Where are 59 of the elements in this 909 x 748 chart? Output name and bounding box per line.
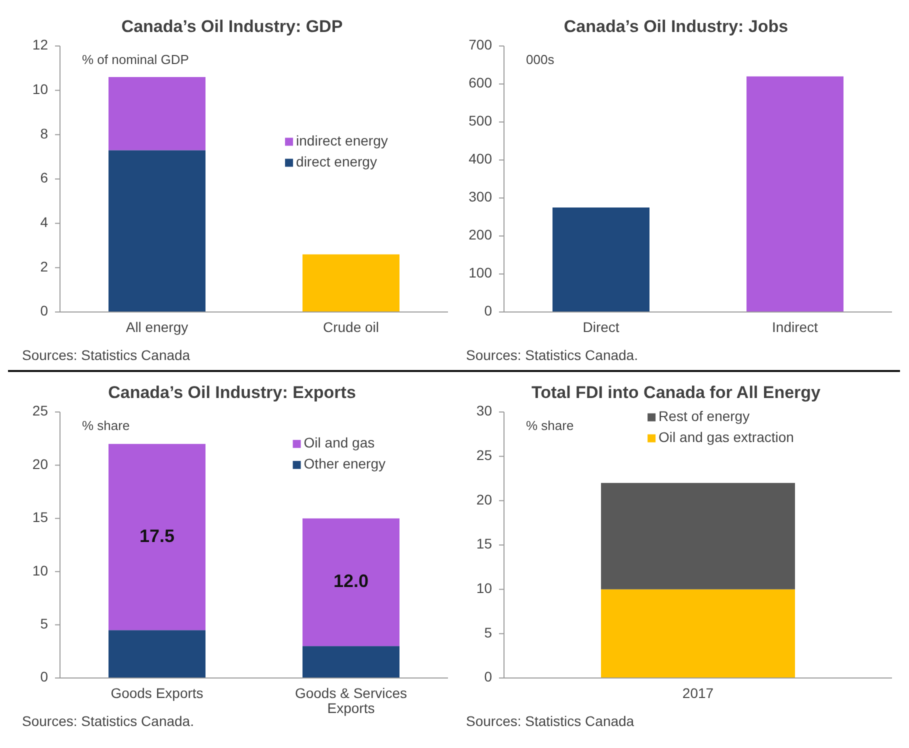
legend-label: Oil and gas extraction: [658, 429, 794, 446]
data-label: 17.5: [139, 526, 175, 546]
y-tick-label: 700: [468, 36, 492, 53]
data-label: 12.0: [333, 570, 369, 591]
y-tick-label: 25: [476, 447, 492, 464]
bar: [108, 630, 206, 678]
bar: [302, 518, 400, 646]
y-tick-label: 25: [32, 402, 48, 419]
source-note: Sources: Statistics Canada.: [22, 713, 194, 729]
source-note: Sources: Statistics Canada: [466, 713, 634, 729]
y-tick-label: 15: [32, 509, 48, 526]
legend-label: indirect energy: [296, 132, 388, 148]
y-tick-label: 10: [32, 81, 48, 98]
y-tick-label: 10: [32, 562, 48, 578]
y-tick-label: 5: [40, 616, 48, 632]
y-tick-label: 600: [468, 74, 492, 91]
y-tick-label: 500: [468, 112, 492, 129]
chart-title: Canada’s Oil Industry: Exports: [108, 383, 356, 402]
y-tick-label: 2: [40, 258, 48, 274]
y-tick-label: 10: [476, 580, 492, 596]
y-tick-label: 4: [40, 214, 48, 230]
y-tick-label: 20: [32, 456, 48, 472]
y-tick-label: 200: [468, 226, 492, 243]
y-tick-label: 6: [40, 170, 48, 186]
legend-label: direct energy: [296, 153, 377, 170]
y-tick-label: 100: [468, 264, 492, 281]
y-tick-label: 20: [476, 491, 492, 508]
y-tick-label: 8: [40, 125, 48, 142]
chart-title: Canada’s Oil Industry: Jobs: [564, 17, 788, 36]
chart-title: Total FDI into Canada for All Energy: [531, 383, 822, 402]
x-tick-label: Goods Exports: [110, 685, 204, 701]
bar: [108, 444, 206, 630]
source-note: Sources: Statistics Canada.: [466, 347, 638, 363]
y-axis-title: % share: [82, 418, 130, 433]
y-axis-title: % share: [526, 418, 574, 433]
source-note: Sources: Statistics Canada: [22, 347, 190, 363]
y-tick-label: 0: [484, 302, 492, 319]
y-tick-label: 12: [32, 36, 48, 53]
y-tick-label: 5: [484, 624, 492, 640]
bar: [302, 646, 400, 678]
y-tick-label: 0: [40, 668, 48, 685]
y-tick-label: 0: [40, 302, 48, 319]
x-tick-label: Direct: [582, 319, 620, 335]
x-tick-label: Indirect: [772, 319, 818, 335]
legend-label: Other energy: [304, 456, 386, 472]
x-tick-label: Goods & Services Exports: [294, 685, 408, 716]
y-tick-label: 400: [468, 150, 492, 167]
y-tick-label: 15: [476, 536, 492, 552]
legend-label: Oil and gas: [304, 434, 375, 451]
x-tick-label: All energy: [126, 319, 188, 335]
y-tick-label: 30: [476, 402, 492, 419]
legend-label: Rest of energy: [658, 408, 750, 424]
x-tick-label: Crude oil: [322, 319, 380, 335]
y-tick-label: 0: [484, 668, 492, 685]
chart-title: Canada’s Oil Industry: GDP: [121, 17, 343, 36]
x-tick-label: 2017: [682, 685, 714, 701]
y-tick-label: 300: [468, 188, 492, 205]
y-axis-title: % of nominal GDP: [82, 52, 189, 67]
y-axis-title: 000s: [526, 52, 555, 67]
